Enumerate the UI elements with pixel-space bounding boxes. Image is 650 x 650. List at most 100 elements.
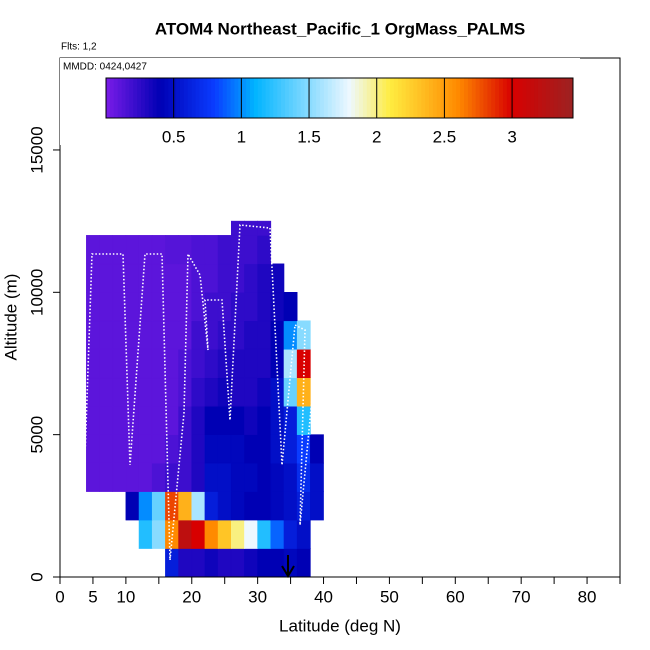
colorbar-strip [144,78,150,118]
heatmap-cell [99,434,114,464]
colorbar-strip [211,78,216,118]
heatmap-cell [204,292,219,322]
colorbar-strip [530,78,535,118]
colorbar-strip [448,78,453,118]
heatmap-cell [191,348,206,379]
heatmap-cell [283,462,298,492]
colorbar-strip [168,78,173,118]
heatmap-cell [217,462,232,492]
heatmap-cell [283,434,298,464]
heatmap-cell [230,519,245,549]
colorbar-strip [242,78,247,118]
heatmap-cell [138,405,153,435]
heatmap-cell [151,405,166,435]
heatmap-cell [244,405,258,435]
heatmap-cell [257,235,272,265]
heatmap-cell [217,348,232,379]
colorbar-strip [421,78,426,118]
heatmap-cell [151,348,166,379]
colorbar-strip [218,78,224,118]
heatmap-cell [112,235,127,265]
colorbar-strip [526,78,531,118]
heatmap-cell [86,434,100,464]
heatmap-cell [230,292,245,322]
colorbar-strip [401,78,407,118]
colorbar-strip [378,78,383,118]
heatmap-cell [178,263,193,293]
heatmap-cell [244,235,258,265]
colorbar-strip [152,78,158,118]
heatmap-cell [244,348,258,379]
y-tick-label: 0 [27,572,46,581]
heatmap-cell [191,235,206,265]
colorbar-strip [156,78,161,118]
heatmap-cell [204,519,219,549]
colorbar-strip [487,78,492,118]
heatmap-cell [296,519,311,549]
heatmap-cell [244,220,258,236]
colorbar-strip [148,78,154,118]
colorbar-tick-label: 2 [372,127,381,146]
flight-track [83,224,319,561]
heatmap-cell [257,548,272,578]
subtitle: Flts: 1,2 [61,42,97,53]
colorbar-strip [358,78,364,118]
colorbar-strip [471,78,477,118]
colorbar-strip [300,78,305,118]
colorbar-strip [506,78,512,118]
colorbar-strip [405,78,411,118]
colorbar-strip [285,78,290,118]
heatmap-cell [165,348,179,379]
heatmap-cell [230,462,245,492]
heatmap-cell [178,235,193,265]
heatmap-cell [151,377,166,407]
heatmap-cell [151,235,166,265]
heatmap-cell [138,235,153,265]
x-tick-label: 70 [512,587,531,606]
heatmap-cell [244,377,258,407]
heatmap-cell [138,377,153,407]
heatmap-cell [217,235,232,265]
colorbar-strip [246,78,251,118]
heatmap-cell [217,434,232,464]
colorbar-strip [316,78,321,118]
colorbar-strip [249,78,255,118]
colorbar-strip [261,78,267,118]
colorbar-strip [440,78,446,118]
colorbar-strip [164,78,169,118]
heatmap-cell [230,434,245,464]
colorbar-strip [226,78,232,118]
overlay [83,224,319,578]
colorbar-tick-label: 3 [507,127,516,146]
colorbar-strip [265,78,270,118]
heatmap-cell [112,405,127,435]
heatmap-cell [191,405,206,435]
y-tick-label: 10000 [27,269,46,316]
heatmap-cell [125,263,140,293]
heatmap-cell [191,519,206,549]
colorbar-strip [475,78,481,118]
colorbar-strip [179,78,185,118]
x-tick-label: 80 [578,587,597,606]
heatmap-cell [283,405,298,435]
heatmap-cell [270,405,285,435]
colorbar-tick-label: 1 [237,127,246,146]
heatmap-cell [204,348,219,379]
heatmap-cell [112,320,127,350]
colorbar-strip [549,78,555,118]
colorbar-strip [257,78,263,118]
chart-title: ATOM4 Northeast_Pacific_1 OrgMass_PALMS [155,19,525,38]
heatmap-cell [191,548,206,578]
heatmap-cell [270,519,285,549]
heatmap-cell [270,491,285,521]
heatmap-cell [99,405,114,435]
colorbar-strip [106,78,111,118]
heatmap-cell [296,348,311,379]
heatmap-cell [270,320,285,350]
x-tick-label: 40 [314,587,333,606]
heatmap-cell [257,405,272,435]
heatmap-cell [270,348,285,379]
heatmap-cell [86,348,100,379]
heatmap-cell [138,434,153,464]
heatmap-cell [204,434,219,464]
